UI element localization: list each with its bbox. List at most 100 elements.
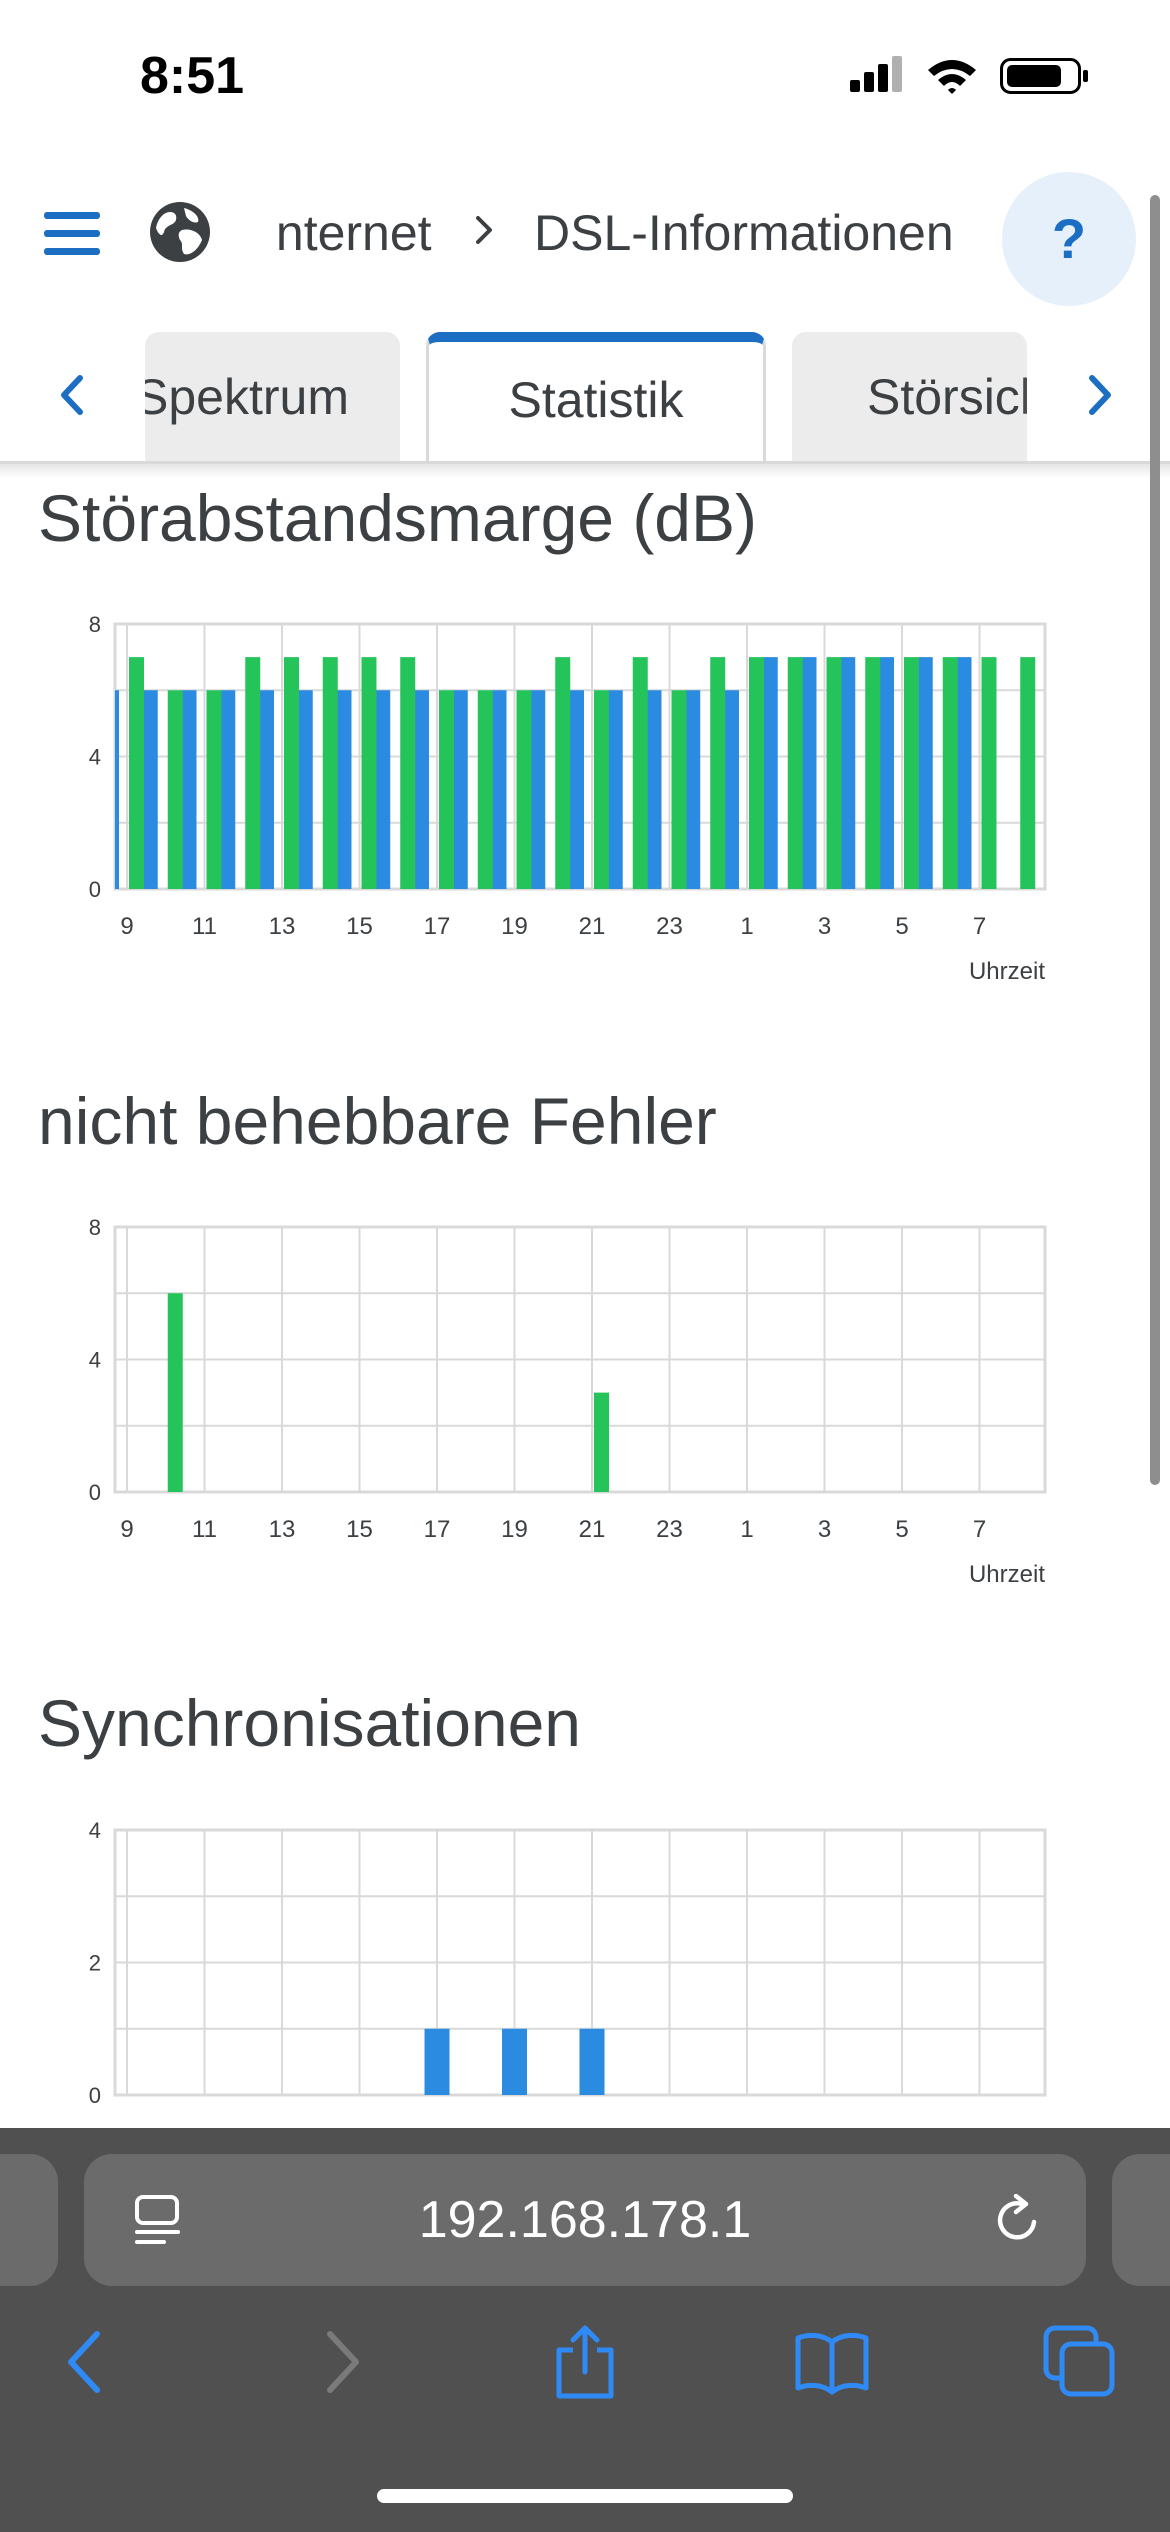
bar-green — [594, 1392, 609, 1492]
bar-green — [632, 657, 648, 889]
cellular-signal-icon — [850, 56, 902, 92]
home-indicator — [377, 2489, 793, 2503]
x-tick-label: 7 — [973, 1516, 986, 1543]
x-tick-label: 19 — [501, 1516, 528, 1543]
bar-blue — [956, 657, 972, 889]
previous-tab-preview[interactable] — [0, 2154, 58, 2286]
x-tick-label: 1 — [740, 913, 753, 940]
y-tick-label: 8 — [89, 1215, 101, 1240]
bar-blue — [424, 2028, 450, 2095]
bar-blue — [502, 2028, 527, 2095]
y-tick-label: 8 — [89, 612, 101, 637]
snr-title: Störabstandsmarge (dB) — [38, 481, 758, 555]
tab-bar: Spektrum Statistik Störsicherheit — [0, 330, 1170, 464]
bar-green — [322, 657, 338, 889]
bar-blue — [879, 657, 894, 889]
x-tick-label: 19 — [501, 913, 528, 940]
y-tick-label: 2 — [89, 1951, 101, 1976]
chevron-right-icon[interactable] — [1074, 370, 1124, 420]
breadcrumb-current: DSL-Informationen — [534, 205, 954, 261]
address-bar[interactable]: 192.168.178.1 — [84, 2154, 1086, 2286]
x-tick-label: 21 — [579, 1516, 606, 1543]
bar-blue — [297, 690, 313, 889]
bar-green — [749, 657, 764, 889]
bar-green — [555, 657, 571, 889]
bar-blue — [646, 690, 662, 889]
bar-blue — [375, 690, 391, 889]
bar-blue — [607, 690, 623, 889]
battery-icon — [1000, 58, 1088, 94]
browser-toolbar: 192.168.178.1 — [0, 2128, 1170, 2532]
sync-title: Synchronisationen — [38, 1686, 582, 1760]
bar-green — [361, 657, 377, 889]
status-bar: 8:51 — [0, 0, 1170, 150]
bar-green — [167, 690, 183, 889]
bar-blue — [840, 657, 856, 889]
x-tick-label: 15 — [346, 1516, 373, 1543]
next-tab-preview[interactable] — [1112, 2154, 1170, 2286]
forward-icon[interactable] — [300, 2322, 380, 2402]
bar-green — [671, 690, 687, 889]
bookmarks-icon[interactable] — [792, 2322, 872, 2402]
bar-green — [1020, 657, 1036, 889]
x-tick-label: 5 — [895, 1516, 908, 1543]
globe-icon — [150, 202, 210, 262]
back-icon[interactable] — [47, 2322, 127, 2402]
reload-icon[interactable] — [992, 2194, 1044, 2246]
x-tick-label: 9 — [120, 913, 133, 940]
share-icon[interactable] — [545, 2322, 625, 2402]
bar-blue — [530, 690, 546, 889]
bar-green — [516, 690, 532, 889]
bar-blue — [142, 690, 158, 889]
x-tick-label: 13 — [269, 1516, 296, 1543]
tab-statistik[interactable]: Statistik — [426, 332, 766, 461]
bar-blue — [181, 690, 197, 889]
y-tick-label: 0 — [89, 1480, 101, 1505]
page-menu-icon[interactable] — [134, 2194, 184, 2246]
tab-spektrum[interactable]: Spektrum — [145, 332, 400, 461]
x-tick-label: 15 — [346, 913, 373, 940]
scrollbar[interactable] — [1150, 195, 1160, 1485]
bar-green — [400, 657, 416, 889]
bar-green — [981, 657, 997, 889]
bar-blue — [917, 657, 933, 889]
wifi-icon — [928, 60, 976, 94]
bar-green — [594, 690, 609, 889]
bar-green — [710, 657, 726, 889]
snr-chart: 0 4 8 9 11 13 15 17 19 21 23 1 3 5 7 Uhrzeit — [0, 600, 1170, 1000]
x-axis-label: Uhrzeit — [969, 1561, 1045, 1588]
x-tick-label: 21 — [579, 913, 606, 940]
bar-green — [129, 657, 144, 889]
bar-green — [439, 690, 454, 889]
chevron-left-icon[interactable] — [48, 370, 98, 420]
menu-icon[interactable] — [44, 212, 100, 256]
bar-blue — [220, 690, 236, 889]
y-tick-label: 0 — [89, 877, 101, 902]
tabs-icon[interactable] — [1040, 2322, 1120, 2402]
bar-green — [865, 657, 881, 889]
x-tick-label: 23 — [656, 913, 683, 940]
breadcrumb-internet[interactable]: Internet — [262, 205, 432, 261]
bar-blue — [336, 690, 352, 889]
x-tick-label: 7 — [973, 913, 986, 940]
x-tick-label: 13 — [269, 913, 296, 940]
errors-chart: 0 4 8 9 11 13 15 17 19 21 23 1 3 5 7 Uhrzeit — [0, 1203, 1170, 1603]
x-tick-label: 3 — [818, 913, 831, 940]
bar-green — [477, 690, 493, 889]
bar-blue — [414, 690, 429, 889]
x-tick-label: 11 — [192, 1516, 217, 1543]
bar-blue — [452, 690, 468, 889]
tab-stoersicherheit[interactable]: Störsicherheit — [792, 332, 1027, 461]
bar-green — [904, 657, 919, 889]
bar-green — [826, 657, 842, 889]
bar-green — [245, 657, 261, 889]
help-button[interactable]: ? — [1002, 172, 1136, 306]
bar-blue — [801, 657, 817, 889]
bar-blue — [115, 690, 119, 889]
bar-green — [787, 657, 803, 889]
bar-green — [167, 1293, 183, 1492]
sync-chart: 0 2 4 — [0, 1806, 1170, 2136]
bar-blue — [259, 690, 274, 889]
bar-green — [206, 690, 222, 889]
y-tick-label: 4 — [89, 1348, 101, 1373]
